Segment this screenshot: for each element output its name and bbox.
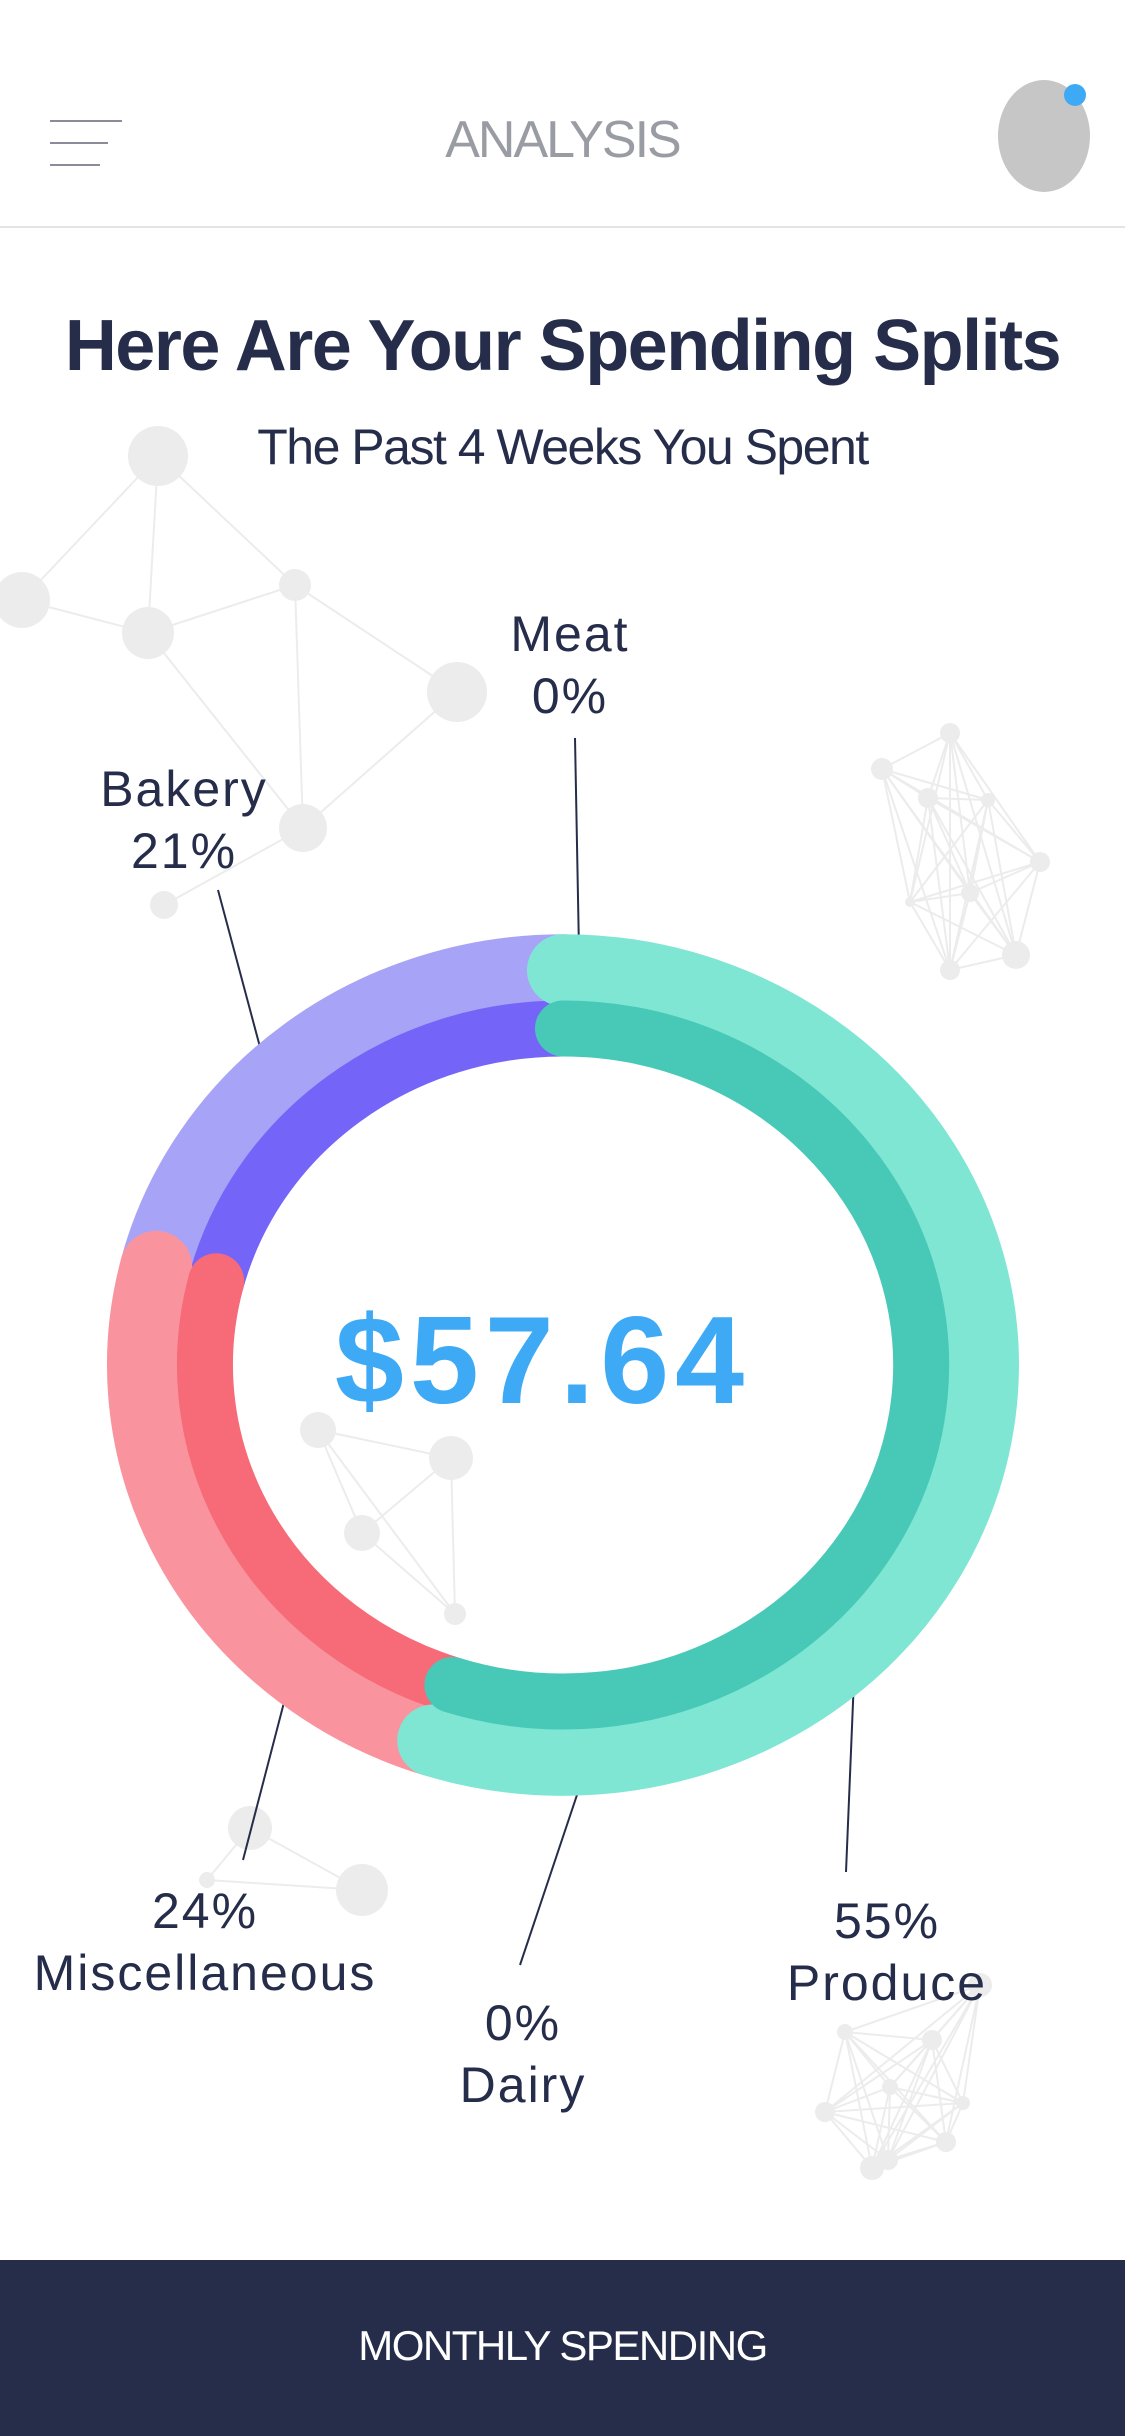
network-link	[988, 800, 1040, 862]
leader-line-bakery	[218, 890, 261, 1049]
label-bakery-value: 21%	[0, 820, 374, 882]
monthly-spending-button[interactable]: MONTHLY SPENDING	[0, 2260, 1125, 2436]
leader-line-produce	[846, 1691, 854, 1873]
network-node	[956, 2096, 970, 2110]
label-produce-name: Produce	[697, 1952, 1077, 2014]
label-miscellaneous-value: 24%	[15, 1880, 395, 1942]
network-node	[228, 1806, 272, 1850]
leader-line-dairy	[520, 1790, 579, 1965]
network-link	[970, 862, 1040, 893]
label-bakery-name: Bakery	[0, 758, 374, 820]
network-node	[936, 2132, 956, 2152]
network-node	[882, 2079, 898, 2095]
leader-line-meat	[575, 738, 579, 940]
network-node	[1030, 852, 1050, 872]
network-node	[905, 897, 915, 907]
network-node	[429, 1436, 473, 1480]
network-node	[940, 960, 960, 980]
label-meat: Meat 0%	[380, 603, 760, 727]
network-node	[1002, 941, 1030, 969]
network-node	[922, 2030, 942, 2050]
network-node	[918, 788, 938, 808]
label-miscellaneous: 24% Miscellaneous	[15, 1880, 395, 2004]
label-dairy-name: Dairy	[333, 2054, 713, 2116]
label-meat-name: Meat	[380, 603, 760, 665]
label-meat-value: 0%	[380, 665, 760, 727]
network-node	[940, 723, 960, 743]
network-node	[0, 572, 50, 628]
network-node	[150, 891, 178, 919]
network-node	[961, 884, 979, 902]
network-link	[890, 2087, 963, 2103]
network-link	[451, 1458, 455, 1614]
network-node	[871, 758, 893, 780]
network-node	[128, 426, 188, 486]
total-amount: $57.64	[0, 1290, 1085, 1432]
label-bakery: Bakery 21%	[0, 758, 374, 882]
label-produce: 55% Produce	[697, 1890, 1077, 2014]
network-node	[122, 607, 174, 659]
network-node	[837, 2024, 853, 2040]
network-node	[815, 2102, 835, 2122]
network-node	[444, 1603, 466, 1625]
network-node	[860, 2156, 884, 2180]
monthly-spending-label: MONTHLY SPENDING	[0, 2322, 1125, 2370]
label-produce-value: 55%	[697, 1890, 1077, 1952]
network-link	[362, 1533, 455, 1614]
network-node	[279, 569, 311, 601]
network-node	[981, 793, 995, 807]
network-node	[344, 1515, 380, 1551]
label-dairy: 0% Dairy	[333, 1992, 713, 2116]
label-dairy-value: 0%	[333, 1992, 713, 2054]
